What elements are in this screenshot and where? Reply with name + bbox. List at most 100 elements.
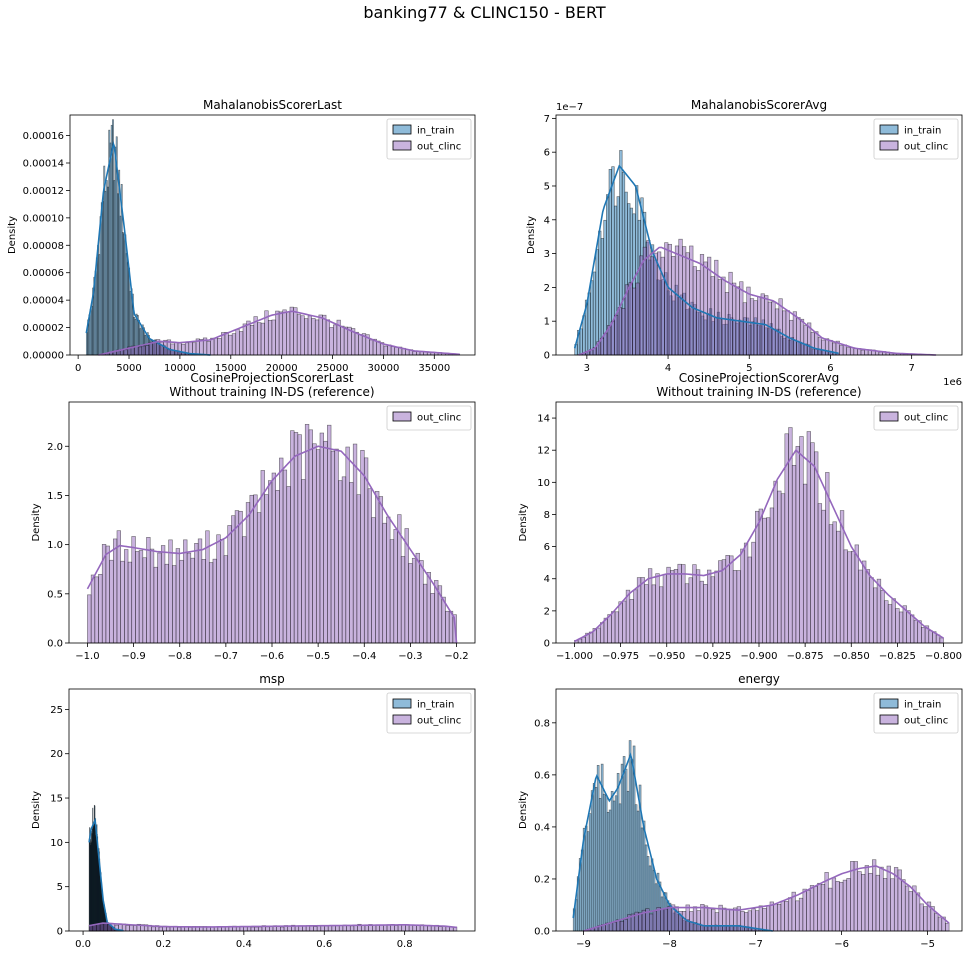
bar-out_clinc <box>654 253 658 355</box>
bar-out_clinc <box>643 247 647 355</box>
legend-swatch-out_clinc <box>393 715 411 724</box>
bar-out_clinc <box>685 584 689 643</box>
bar-out_clinc <box>154 567 158 643</box>
x-tick-label: 0.2 <box>156 939 172 950</box>
bar-out_clinc <box>135 551 139 643</box>
bar-out_clinc <box>310 926 314 931</box>
bar-out_clinc <box>814 452 818 643</box>
chart-title: msp <box>259 672 285 686</box>
bar-out_clinc <box>686 905 690 931</box>
bar-out_clinc <box>748 557 752 643</box>
bar-out_clinc <box>614 316 618 355</box>
legend-label: in_train <box>417 700 454 711</box>
bar-out_clinc <box>740 282 744 355</box>
bar-out_clinc <box>100 924 104 931</box>
bar-out_clinc <box>394 529 398 643</box>
bar-out_clinc <box>850 861 854 931</box>
bar-out_clinc <box>920 904 924 931</box>
bar-out_clinc <box>634 590 638 643</box>
bar-out_clinc <box>632 288 636 355</box>
bar-out_clinc <box>896 609 900 644</box>
x-tick-label: −0.3 <box>398 651 422 662</box>
legend-swatch-out_clinc <box>393 141 411 150</box>
bar-out_clinc <box>210 338 214 355</box>
bar-out_clinc <box>308 316 312 355</box>
x-tick-label: 0 <box>75 363 81 374</box>
bar-out_clinc <box>722 560 726 643</box>
bar-in_train <box>588 293 591 355</box>
y-axis-label: Density <box>526 216 537 254</box>
bar-out_clinc <box>611 322 615 355</box>
bar-out_clinc <box>799 898 803 931</box>
bar-out_clinc <box>218 338 222 355</box>
bar-out_clinc <box>325 926 329 931</box>
bar-in_train <box>598 231 601 355</box>
bar-out_clinc <box>286 312 290 355</box>
x-tick-label: −0.875 <box>787 651 824 662</box>
bar-out_clinc <box>191 558 195 643</box>
y-tick-label: 0.00012 <box>23 186 64 197</box>
bar-out_clinc <box>792 892 796 931</box>
bar-out_clinc <box>272 320 276 355</box>
bar-out_clinc <box>283 310 287 355</box>
y-tick-label: 0.5 <box>47 589 63 600</box>
y-tick-label: 0.2 <box>534 874 550 885</box>
bar-out_clinc <box>741 549 745 643</box>
bar-in_train <box>591 281 594 355</box>
x-tick-label: −1.0 <box>75 651 99 662</box>
bar-out_clinc <box>142 346 146 355</box>
bar-out_clinc <box>361 450 365 643</box>
bar-out_clinc <box>124 550 128 644</box>
bar-out_clinc <box>848 552 852 643</box>
bar-out_clinc <box>641 577 645 643</box>
bar-out_clinc <box>624 919 628 931</box>
bar-out_clinc <box>817 883 821 931</box>
bar-out_clinc <box>752 542 756 643</box>
bar-out_clinc <box>290 431 294 643</box>
y-tick-label: 7 <box>544 114 550 125</box>
bar-out_clinc <box>645 585 649 643</box>
bar-out_clinc <box>818 504 822 643</box>
bar-out_clinc <box>305 424 309 643</box>
x-tick-label: −0.7 <box>214 651 238 662</box>
bar-out_clinc <box>401 556 405 643</box>
legend: out_clinc <box>874 406 958 430</box>
bar-out_clinc <box>803 484 807 643</box>
y-tick-label: 3 <box>544 249 550 260</box>
x-tick-label: −0.850 <box>833 651 870 662</box>
bar-out_clinc <box>668 244 672 355</box>
y-tick-label: 4 <box>544 215 550 226</box>
bar-out_clinc <box>777 491 781 643</box>
bar-out_clinc <box>391 347 395 355</box>
bar-in_train <box>580 329 583 355</box>
y-tick-label: 5 <box>57 882 63 893</box>
bar-out_clinc <box>246 502 250 643</box>
bar-out_clinc <box>854 862 858 931</box>
bar-out_clinc <box>822 340 826 355</box>
bar-out_clinc <box>725 292 729 355</box>
bar-out_clinc <box>850 348 854 355</box>
bar-out_clinc <box>236 927 240 931</box>
bar-out_clinc <box>250 325 254 355</box>
bar-out_clinc <box>126 926 130 931</box>
y-tick-label: 2 <box>544 606 550 617</box>
bar-out_clinc <box>339 926 343 931</box>
bar-out_clinc <box>341 326 345 355</box>
series-bars-in_train <box>86 120 210 355</box>
y-tick-label: 14 <box>537 414 550 425</box>
y-tick-label: 1.0 <box>47 540 63 551</box>
chart-title: energy <box>738 672 780 686</box>
bar-out_clinc <box>656 574 660 643</box>
bar-out_clinc <box>365 926 369 931</box>
bar-out_clinc <box>754 301 758 355</box>
chart-4: −1.000−0.975−0.950−0.925−0.900−0.875−0.8… <box>518 371 962 662</box>
bar-out_clinc <box>288 926 292 931</box>
legend-label: out_clinc <box>417 413 461 424</box>
bar-out_clinc <box>840 346 844 355</box>
legend: out_clinc <box>387 406 471 430</box>
legend-swatch-in_train <box>393 125 411 134</box>
bar-out_clinc <box>821 884 825 931</box>
bar-out_clinc <box>416 553 420 643</box>
bar-out_clinc <box>312 318 316 355</box>
